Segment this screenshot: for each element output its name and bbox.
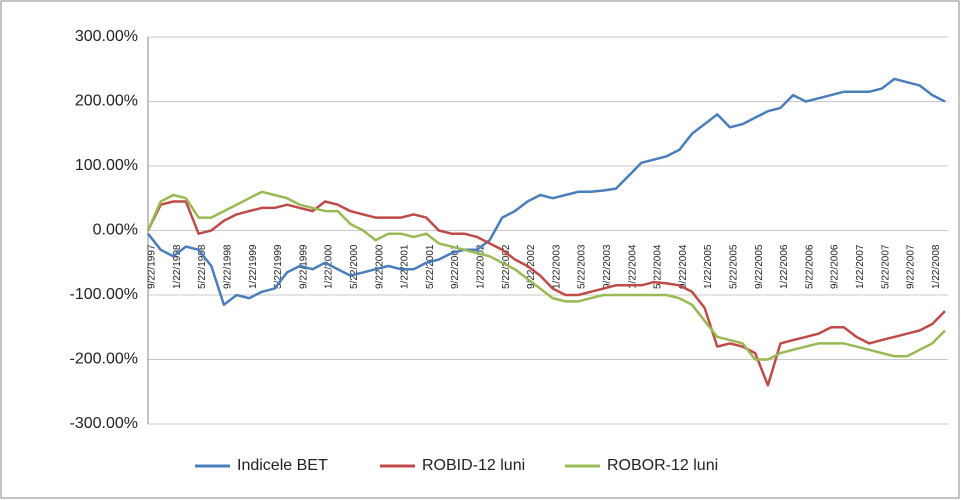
x-tick-label: 5/22/2000 — [349, 244, 360, 289]
x-tick-label: 5/22/2004 — [653, 244, 664, 289]
x-tick-label: 9/22/2005 — [754, 244, 765, 289]
x-tick-label: 9/22/2007 — [906, 244, 917, 289]
x-tick-label: 1/22/2000 — [324, 244, 335, 289]
y-tick-label: 200.00% — [75, 93, 138, 110]
x-tick-label: 5/22/2005 — [729, 244, 740, 289]
x-tick-label: 5/22/2007 — [880, 244, 891, 289]
series-line — [146, 200, 946, 387]
y-tick-label: -100.00% — [70, 286, 139, 303]
x-tick-label: 1/22/2004 — [627, 244, 638, 289]
x-tick-label: 1/22/2008 — [931, 244, 942, 289]
legend-label: ROBID-12 luni — [422, 457, 525, 474]
x-tick-label: 9/22/2003 — [602, 244, 613, 289]
x-tick-label: 9/22/2006 — [830, 244, 841, 289]
y-tick-label: 100.00% — [75, 157, 138, 174]
x-tick-label: 5/22/2003 — [577, 244, 588, 289]
x-tick-label: 5/22/2006 — [804, 244, 815, 289]
x-tick-label: 5/22/1999 — [273, 244, 284, 289]
series-line — [147, 77, 946, 306]
y-tick-label: -300.00% — [70, 415, 139, 432]
x-tick-label: 5/22/2001 — [425, 244, 436, 289]
x-tick-label: 1/22/2005 — [703, 244, 714, 289]
x-tick-label: 1/22/2007 — [855, 244, 866, 289]
y-tick-label: 300.00% — [75, 28, 138, 45]
x-tick-label: 9/22/1997 — [147, 244, 158, 289]
x-tick-label: 5/22/1998 — [197, 244, 208, 289]
legend-label: ROBOR-12 luni — [607, 457, 718, 474]
y-tick-label: 0.00% — [93, 222, 138, 239]
x-tick-label: 1/22/1999 — [248, 244, 259, 289]
x-tick-label: 1/22/2006 — [779, 244, 790, 289]
series-line — [146, 190, 946, 361]
x-tick-label: 1/22/2003 — [551, 244, 562, 289]
x-tick-label: 9/22/2001 — [450, 244, 461, 289]
x-tick-label: 1/22/2001 — [400, 244, 411, 289]
x-tick-label: 1/22/2002 — [476, 244, 487, 289]
y-tick-label: -200.00% — [70, 351, 139, 368]
legend-label: Indicele BET — [237, 457, 328, 474]
x-tick-label: 5/22/2002 — [501, 244, 512, 289]
x-tick-label: 1/22/1998 — [172, 244, 183, 289]
x-tick-label: 9/22/2002 — [526, 244, 537, 289]
x-tick-label: 9/22/2000 — [374, 244, 385, 289]
x-tick-label: 9/22/2004 — [678, 244, 689, 289]
x-tick-label: 9/22/1998 — [223, 244, 234, 289]
